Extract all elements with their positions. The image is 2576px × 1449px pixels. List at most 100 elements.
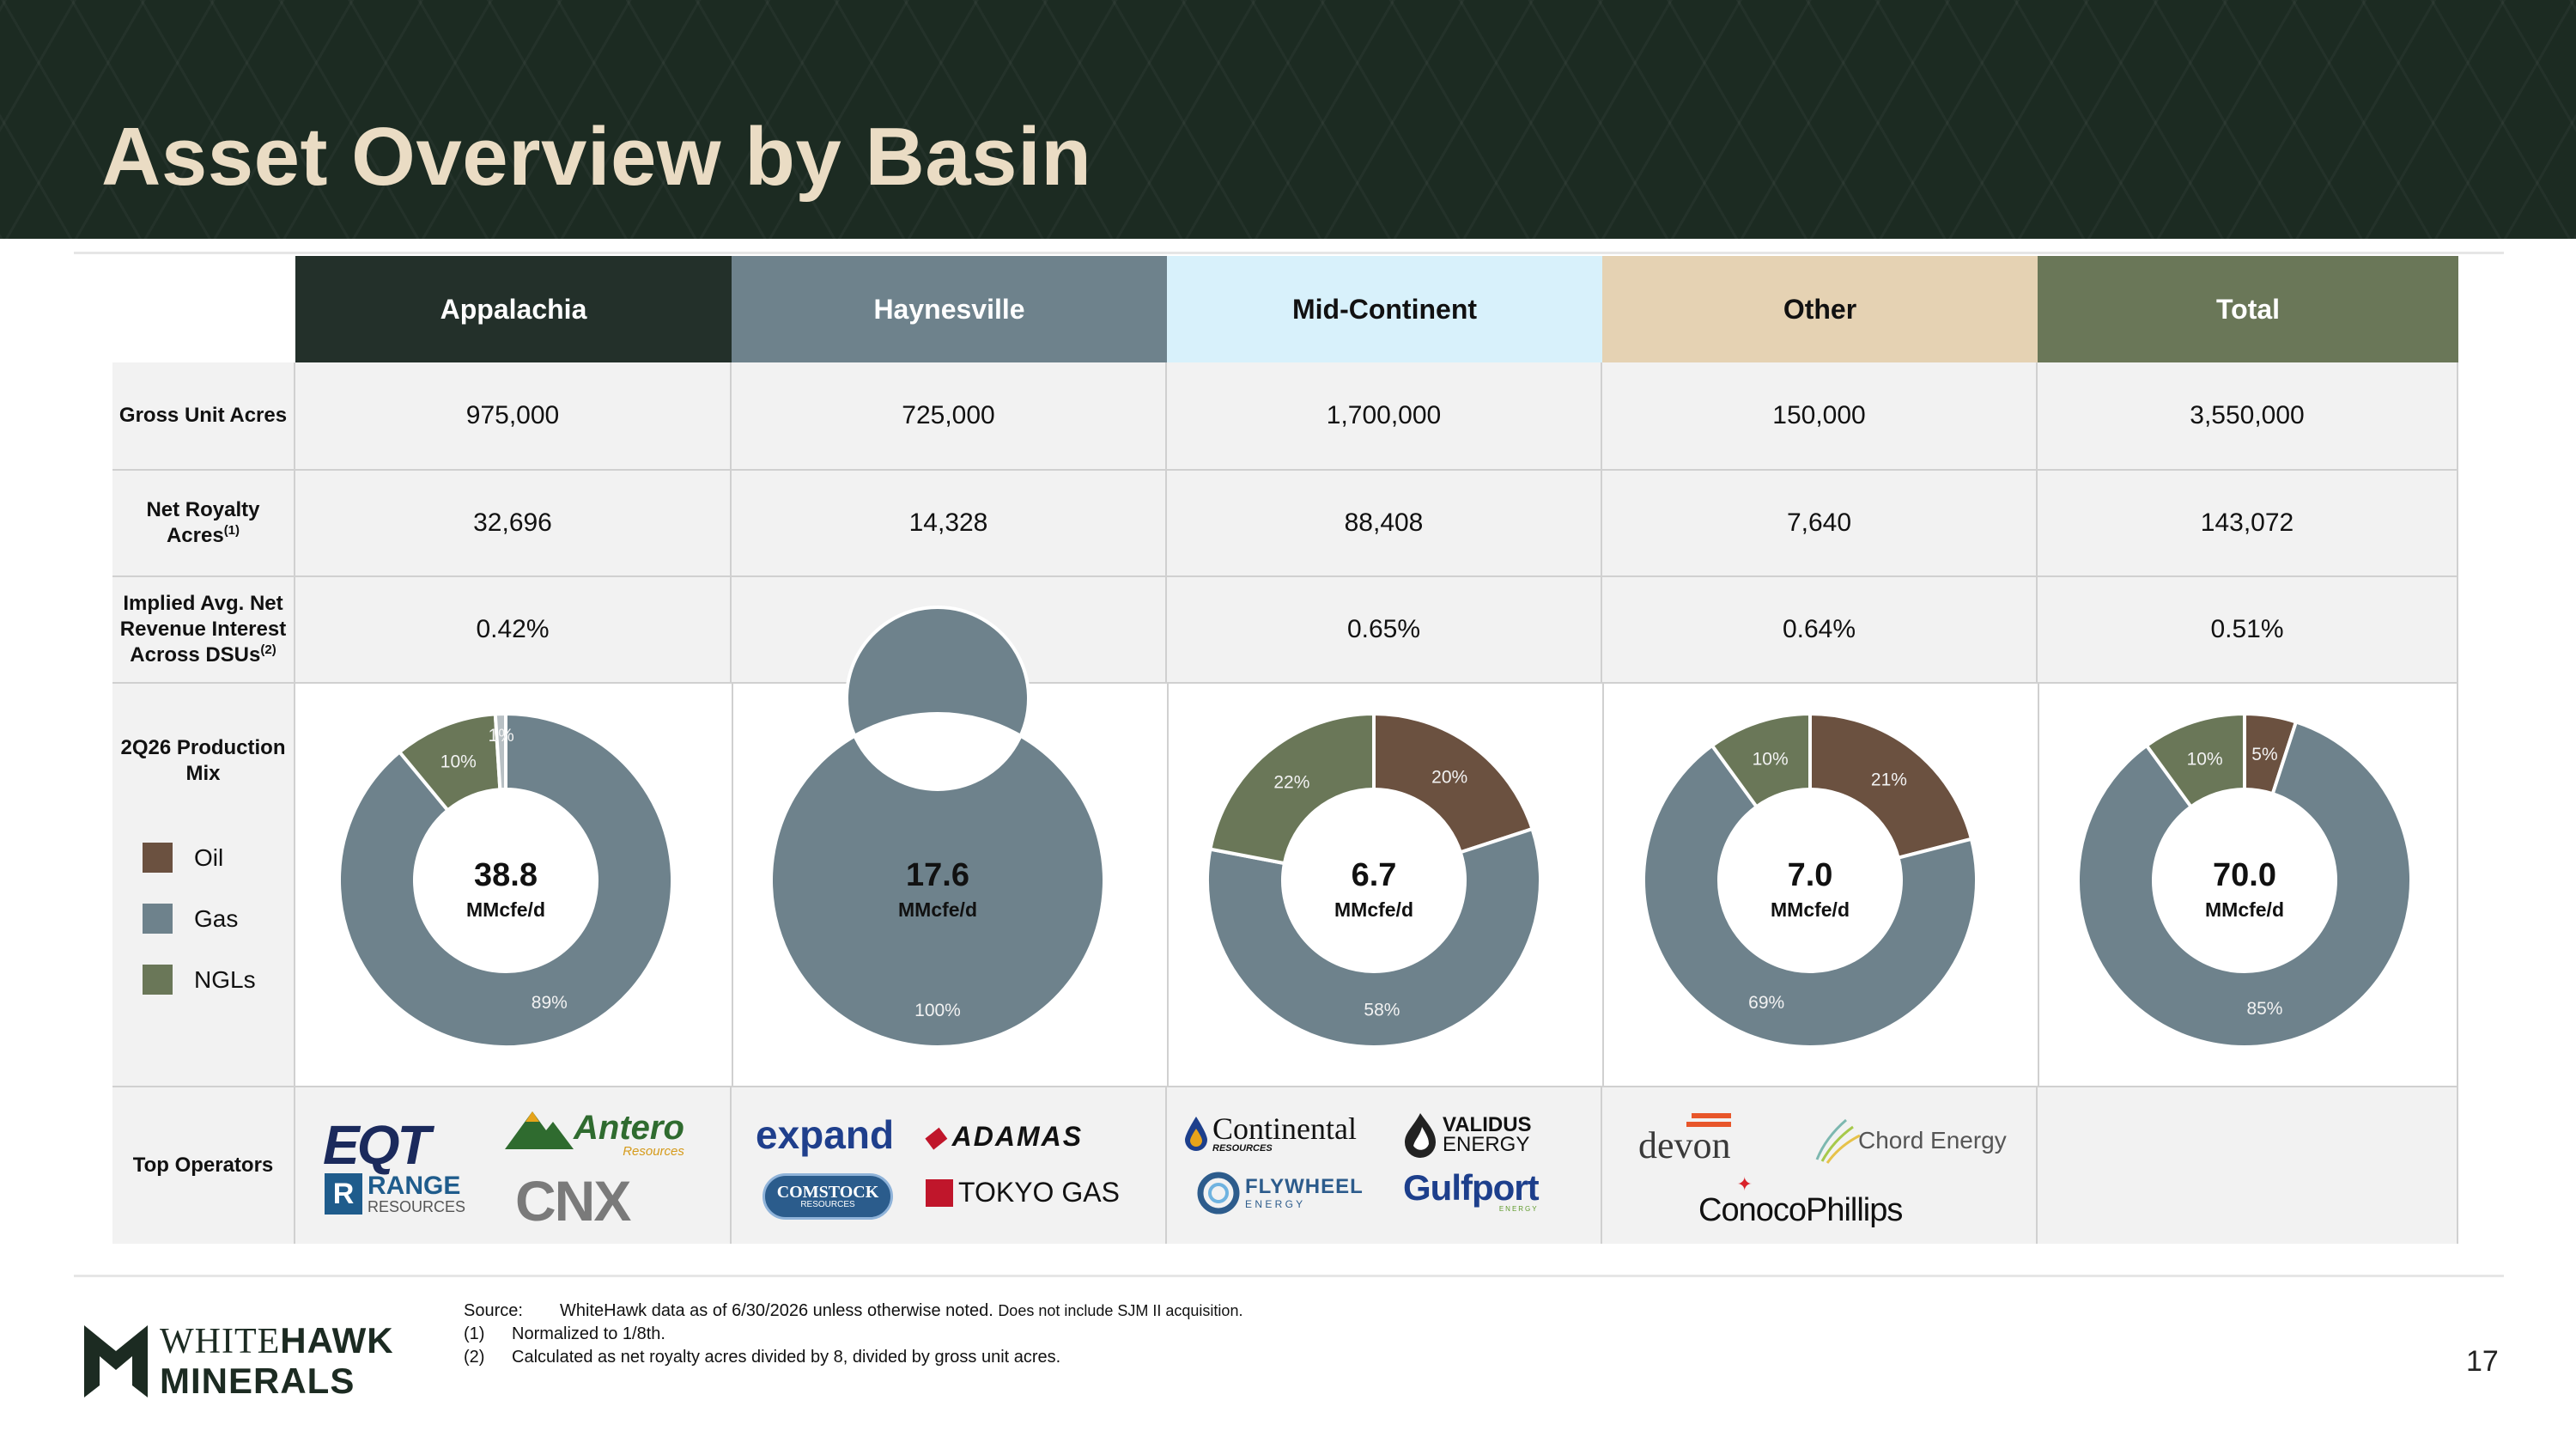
nri-mid-continent: 0.65% bbox=[1167, 577, 1602, 682]
donut-center-unit: MMcfe/d bbox=[1334, 898, 1413, 921]
validus-sub: ENERGY bbox=[1443, 1133, 1530, 1156]
flywheel-sub: E N E R G Y bbox=[1245, 1197, 1303, 1210]
operator-logo-comstock: COMSTOCK RESOURCES bbox=[762, 1173, 893, 1220]
donut-label-mid-continent-ngls: 22% bbox=[1273, 772, 1309, 792]
col-divider bbox=[732, 684, 733, 1086]
donut-slice-haynesville-gas bbox=[769, 606, 1106, 1049]
gross-acres-row: Gross Unit Acres 975,000 725,000 1,700,0… bbox=[112, 362, 2458, 469]
whitehawk-wordmark: WHITEHAWK MINERALS bbox=[160, 1323, 394, 1399]
legend-item-ngls: NGLs bbox=[143, 949, 256, 1010]
nra-haynesville: 14,328 bbox=[732, 471, 1167, 575]
legend-label-oil: Oil bbox=[194, 843, 224, 871]
gross-mid-continent: 1,700,000 bbox=[1167, 362, 1602, 469]
footnote-2-text: Calculated as net royalty acres divided … bbox=[512, 1348, 1061, 1367]
continental-sub: RESOURCES bbox=[1212, 1143, 1273, 1154]
nra-appalachia: 32,696 bbox=[295, 471, 732, 575]
gross-total: 3,550,000 bbox=[2038, 362, 2458, 469]
operator-logo-validus: VALIDUS ENERGY bbox=[1403, 1113, 1532, 1158]
row-label-nri: Implied Avg. Net Revenue Interest Across… bbox=[112, 577, 295, 682]
row-divider bbox=[112, 682, 2458, 684]
title-banner bbox=[0, 0, 2576, 239]
donut-label-appalachia-other: 1% bbox=[488, 726, 513, 746]
conocophillips-star-icon: ✦ bbox=[1736, 1173, 1753, 1195]
source-small: Does not include SJM II acquisition. bbox=[998, 1302, 1243, 1319]
adamas-name: ADAMAS bbox=[951, 1120, 1084, 1152]
top-divider bbox=[74, 252, 2504, 254]
donut-slice-other-ngls bbox=[1710, 711, 1812, 810]
page-title: Asset Overview by Basin bbox=[101, 111, 1092, 203]
operator-logo-antero: Antero Resources bbox=[505, 1106, 684, 1159]
footnote-2: (2) Calculated as net royalty acres divid… bbox=[464, 1348, 1060, 1367]
donut-slice-other-oil bbox=[1808, 711, 1974, 861]
continental-name: Continental bbox=[1212, 1111, 1357, 1146]
antero-name: Antero bbox=[574, 1108, 684, 1147]
donut-center-value: 6.7 bbox=[1352, 857, 1397, 893]
donut-slice-total-gas bbox=[2076, 719, 2413, 1049]
whitehawk-hawk: HAWK bbox=[280, 1320, 394, 1361]
gross-haynesville: 725,000 bbox=[732, 362, 1167, 469]
operator-logo-range: R RANGE RESOURCES bbox=[325, 1173, 465, 1215]
antero-mark: Antero bbox=[505, 1106, 684, 1149]
operator-logo-cnx: CNX bbox=[515, 1169, 631, 1233]
donut-center-unit: MMcfe/d bbox=[466, 898, 545, 921]
flywheel-icon bbox=[1197, 1172, 1240, 1215]
header-row: Appalachia Haynesville Mid-Continent Oth… bbox=[112, 256, 2458, 362]
donut-center-unit: MMcfe/d bbox=[898, 898, 977, 921]
nri-other: 0.64% bbox=[1602, 577, 2038, 682]
flame-icon bbox=[1405, 1113, 1436, 1158]
donut-slice-other-gas bbox=[1642, 743, 1978, 1049]
legend-item-oil: Oil bbox=[143, 827, 256, 888]
operator-logo-continental: Continental RESOURCES bbox=[1185, 1113, 1357, 1154]
operator-logo-devon: devon bbox=[1638, 1113, 1731, 1165]
col-divider bbox=[1167, 684, 1169, 1086]
operators-other bbox=[1602, 1087, 2038, 1244]
nra-row: Net Royalty Acres(1) 32,696 14,328 88,40… bbox=[112, 471, 2458, 575]
nri-total: 0.51% bbox=[2038, 577, 2458, 682]
operators-appalachia bbox=[295, 1087, 732, 1244]
whitehawk-hawk-icon bbox=[84, 1324, 148, 1397]
bottom-divider bbox=[74, 1275, 2504, 1277]
source-label: Source: bbox=[464, 1301, 523, 1320]
oil-drop-icon bbox=[1185, 1116, 1207, 1151]
donut-slice-appalachia-other bbox=[493, 711, 507, 792]
validus-text: VALIDUS ENERGY bbox=[1443, 1115, 1532, 1156]
legend-swatch-gas bbox=[143, 904, 173, 934]
range-name: RANGE bbox=[368, 1172, 461, 1200]
footnote-source: Source: WhiteHawk data as of 6/30/2026 un… bbox=[464, 1301, 1242, 1321]
col-header-appalachia: Appalachia bbox=[295, 256, 732, 362]
operator-logo-adamas: ◆ ADAMAS bbox=[924, 1120, 1083, 1153]
row-label-nra: Net Royalty Acres(1) bbox=[112, 471, 295, 575]
donut-label-haynesville-ngls: 0% bbox=[925, 726, 951, 746]
devon-bars-icon bbox=[1686, 1113, 1731, 1127]
operators-total bbox=[2038, 1087, 2458, 1244]
operator-logo-tokyo-gas: TOKYO GAS bbox=[926, 1177, 1120, 1209]
col-header-haynesville: Haynesville bbox=[732, 256, 1167, 362]
gulfport-sub: ENERGY bbox=[1498, 1205, 1539, 1213]
source-text: WhiteHawk data as of 6/30/2026 unless ot… bbox=[560, 1301, 993, 1320]
operators-mid-continent bbox=[1167, 1087, 1602, 1244]
nra-mid-continent: 88,408 bbox=[1167, 471, 1602, 575]
tokyo-gas-name: TOKYO GAS bbox=[958, 1177, 1120, 1208]
donut-label-other-gas: 69% bbox=[1748, 993, 1784, 1013]
production-legend: Oil Gas NGLs bbox=[143, 827, 256, 1010]
donut-label-total-ngls: 10% bbox=[2187, 749, 2223, 769]
donut-slice-mid-continent-oil bbox=[1372, 711, 1535, 855]
footnote-ref-2: (2) bbox=[260, 642, 276, 657]
col-header-mid-continent: Mid-Continent bbox=[1167, 256, 1602, 362]
row-label-nra-text: Net Royalty Acres bbox=[146, 498, 260, 547]
gross-other: 150,000 bbox=[1602, 362, 2038, 469]
whitehawk-logo: WHITEHAWK MINERALS bbox=[84, 1323, 394, 1399]
chord-name: Chord Energy bbox=[1858, 1127, 2007, 1154]
donut-label-total-oil: 5% bbox=[2251, 745, 2277, 764]
donut-label-appalachia-ngls: 10% bbox=[440, 752, 477, 772]
row-label-nri-line2: Revenue Interest bbox=[119, 618, 287, 641]
chord-icon bbox=[1815, 1118, 1861, 1164]
col-divider bbox=[2038, 684, 2039, 1086]
operator-logo-flywheel: FLYWHEEL E N E R G Y bbox=[1197, 1172, 1364, 1215]
donut-label-haynesville-gas: 100% bbox=[914, 1001, 961, 1020]
range-text: RANGE RESOURCES bbox=[368, 1173, 465, 1215]
nri-row: Implied Avg. Net Revenue Interest Across… bbox=[112, 577, 2458, 682]
donut-slice-appalachia-gas bbox=[337, 711, 674, 1049]
legend-swatch-ngls bbox=[143, 965, 173, 995]
